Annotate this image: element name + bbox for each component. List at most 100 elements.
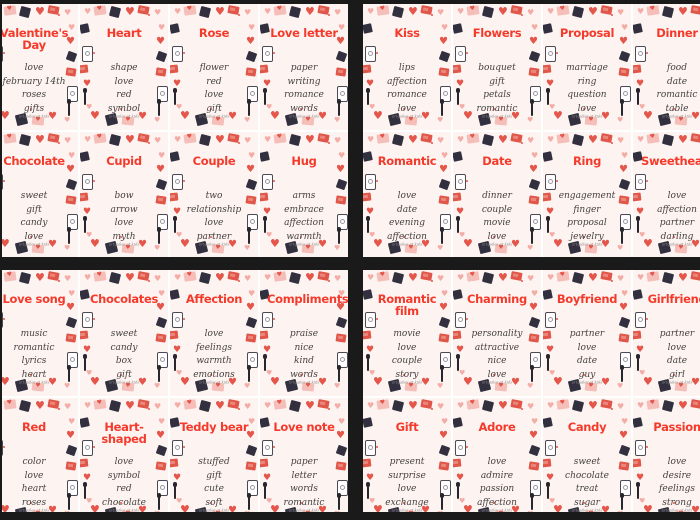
flashcard: ♥♥♥♥♥♥♥♥♥♥ Romantic lovedateeveningaffec… bbox=[363, 132, 451, 257]
pink-heart-icon: ♥ bbox=[64, 402, 72, 411]
word: sweet bbox=[573, 457, 601, 467]
red-heart-icon: ♥ bbox=[408, 271, 418, 284]
red-heart-icon: ♥ bbox=[408, 5, 418, 18]
confetti-dot-icon bbox=[493, 236, 495, 238]
red-heart-icon: ♥ bbox=[691, 111, 700, 122]
red-heart-icon: ♥ bbox=[138, 505, 147, 513]
word: date bbox=[396, 204, 418, 215]
pink-heart-icon: ♥ bbox=[547, 7, 555, 16]
mascara-wand-icon bbox=[247, 365, 251, 382]
pink-heart-icon: ♥ bbox=[68, 417, 76, 426]
pink-heart-icon: ♥ bbox=[334, 511, 340, 513]
word: love bbox=[204, 329, 224, 339]
red-heart-icon: ♥ bbox=[305, 133, 315, 146]
confetti-dot-icon bbox=[93, 318, 95, 320]
mascara-wand-icon bbox=[157, 493, 161, 510]
word: bouquet bbox=[478, 63, 516, 73]
watermark: artquiles at kids bbox=[661, 508, 693, 512]
confetti-dot-icon bbox=[3, 446, 5, 448]
red-heart-icon: ♥ bbox=[643, 237, 653, 250]
pink-heart-icon: ♥ bbox=[244, 116, 251, 124]
word: affection bbox=[477, 497, 517, 508]
card-border-decoration: ♥♥♥♥♥♥♥♥♥♥ bbox=[170, 4, 258, 130]
word: warmth bbox=[286, 231, 322, 242]
mascara-wand-icon bbox=[247, 227, 251, 244]
phone-icon bbox=[440, 214, 451, 230]
confetti-dot-icon bbox=[556, 52, 558, 54]
pink-heart-icon: ♥ bbox=[549, 369, 556, 377]
red-heart-icon: ♥ bbox=[90, 375, 100, 388]
pink-heart-icon: ♥ bbox=[369, 231, 376, 239]
card-words: personality attractive nice love bbox=[453, 328, 541, 382]
card-border-decoration: ♥♥♥♥♥♥♥♥♥♥ bbox=[543, 398, 631, 512]
phone-icon bbox=[455, 312, 466, 328]
word: gift bbox=[26, 204, 42, 215]
flashcard: ♥♥♥♥♥♥♥♥♥♥ Charming personalityattractiv… bbox=[453, 270, 541, 396]
red-heart-icon: ♥ bbox=[336, 164, 345, 175]
pink-heart-icon: ♥ bbox=[248, 23, 256, 32]
red-heart-icon: ♥ bbox=[366, 79, 375, 89]
confetti-dot-icon bbox=[93, 446, 95, 448]
word: february 14th bbox=[2, 76, 66, 87]
mascara-wand-icon bbox=[620, 227, 624, 244]
flashcard: ♥♥♥♥♥♥♥♥♥♥ Affection lovefeelingswarmthe… bbox=[170, 270, 258, 396]
watermark: artquiles at kids bbox=[288, 380, 320, 385]
flashcard: ♥♥♥♥♥♥♥♥♥♥ Love letter paperwritingroman… bbox=[260, 4, 348, 130]
confetti-dot-icon bbox=[646, 318, 648, 320]
red-heart-icon: ♥ bbox=[553, 237, 563, 250]
red-heart-icon: ♥ bbox=[619, 36, 628, 47]
watermark: artquiles at kids bbox=[108, 508, 140, 512]
mascara-wand-icon bbox=[247, 493, 251, 510]
pink-heart-icon: ♥ bbox=[158, 151, 166, 160]
pink-heart-icon: ♥ bbox=[637, 7, 645, 16]
word: love bbox=[667, 191, 687, 201]
red-heart-icon: ♥ bbox=[456, 79, 465, 89]
word: guy bbox=[578, 369, 596, 380]
mascara-wand-icon bbox=[157, 99, 161, 116]
red-heart-icon: ♥ bbox=[421, 377, 430, 388]
confetti-dot-icon bbox=[611, 280, 613, 282]
card-title: Teddy bear bbox=[179, 420, 249, 434]
card-border-decoration: ♥♥♥♥♥♥♥♥♥♥ bbox=[170, 398, 258, 512]
phone-icon bbox=[247, 352, 258, 368]
word: love bbox=[204, 90, 224, 100]
word: love bbox=[397, 103, 417, 114]
red-heart-icon: ♥ bbox=[546, 473, 555, 483]
flashcard: ♥♥♥♥♥♥♥♥♥♥ Gift presentsurpriseloveexcha… bbox=[363, 398, 451, 512]
confetti-dot-icon bbox=[328, 408, 330, 410]
pink-heart-icon: ♥ bbox=[266, 369, 273, 377]
confetti-dot-icon bbox=[521, 142, 523, 144]
pink-heart-icon: ♥ bbox=[176, 103, 183, 111]
pink-heart-icon: ♥ bbox=[338, 289, 346, 298]
pink-heart-icon: ♥ bbox=[527, 382, 534, 390]
red-heart-icon: ♥ bbox=[263, 345, 272, 355]
phone-icon bbox=[247, 86, 258, 102]
card-title: Kiss bbox=[394, 26, 420, 40]
red-heart-icon: ♥ bbox=[366, 207, 375, 217]
mascara-wand-icon bbox=[337, 365, 341, 382]
pink-heart-icon: ♥ bbox=[459, 369, 466, 377]
watermark: artquiles at kids bbox=[108, 114, 140, 119]
pink-heart-icon: ♥ bbox=[334, 136, 342, 145]
phone-icon bbox=[67, 214, 78, 230]
word: writing bbox=[287, 76, 321, 87]
card-words: flower red love gift bbox=[170, 62, 258, 116]
mascara-wand-icon bbox=[546, 88, 550, 105]
card-border-decoration: ♥♥♥♥♥♥♥♥♥♥ bbox=[543, 132, 631, 257]
phone-icon bbox=[620, 86, 631, 102]
pink-heart-icon: ♥ bbox=[334, 116, 341, 124]
flashcard: ♥♥♥♥♥♥♥♥♥♥ Flowers bouquetgiftpetalsroma… bbox=[453, 4, 541, 130]
word: praise bbox=[289, 329, 319, 339]
card-words: sweet gift candy love bbox=[2, 190, 78, 244]
word: warmth bbox=[196, 356, 232, 366]
card-words: bouquet gift petals romantic bbox=[453, 62, 541, 116]
red-heart-icon: ♥ bbox=[529, 164, 538, 175]
word: two bbox=[205, 191, 223, 201]
phone-icon bbox=[262, 174, 273, 190]
word: symbol bbox=[107, 103, 141, 114]
word: candy bbox=[20, 218, 48, 228]
sheet-bottom-right: ♥♥♥♥♥♥♥♥♥♥ Romantic film movielovecouple… bbox=[363, 270, 700, 512]
phone-icon bbox=[157, 86, 168, 102]
